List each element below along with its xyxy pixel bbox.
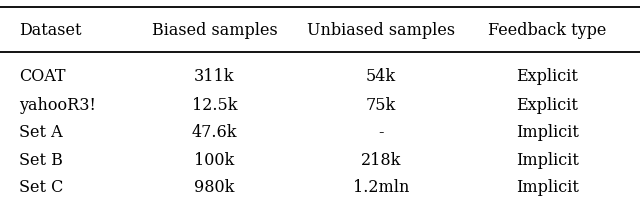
Text: 311k: 311k: [194, 68, 235, 85]
Text: Implicit: Implicit: [516, 125, 579, 141]
Text: yahooR3!: yahooR3!: [19, 97, 96, 114]
Text: Implicit: Implicit: [516, 152, 579, 169]
Text: Dataset: Dataset: [19, 22, 82, 39]
Text: COAT: COAT: [19, 68, 66, 85]
Text: Explicit: Explicit: [516, 97, 578, 114]
Text: 100k: 100k: [195, 152, 234, 169]
Text: -: -: [378, 125, 383, 141]
Text: 75k: 75k: [365, 97, 396, 114]
Text: Set C: Set C: [19, 179, 63, 196]
Text: Explicit: Explicit: [516, 68, 578, 85]
Text: Implicit: Implicit: [516, 179, 579, 196]
Text: 47.6k: 47.6k: [191, 125, 237, 141]
Text: 1.2mln: 1.2mln: [353, 179, 409, 196]
Text: Biased samples: Biased samples: [152, 22, 277, 39]
Text: Set A: Set A: [19, 125, 63, 141]
Text: 12.5k: 12.5k: [191, 97, 237, 114]
Text: Set B: Set B: [19, 152, 63, 169]
Text: Unbiased samples: Unbiased samples: [307, 22, 455, 39]
Text: Feedback type: Feedback type: [488, 22, 606, 39]
Text: 980k: 980k: [194, 179, 235, 196]
Text: 54k: 54k: [365, 68, 396, 85]
Text: 218k: 218k: [360, 152, 401, 169]
